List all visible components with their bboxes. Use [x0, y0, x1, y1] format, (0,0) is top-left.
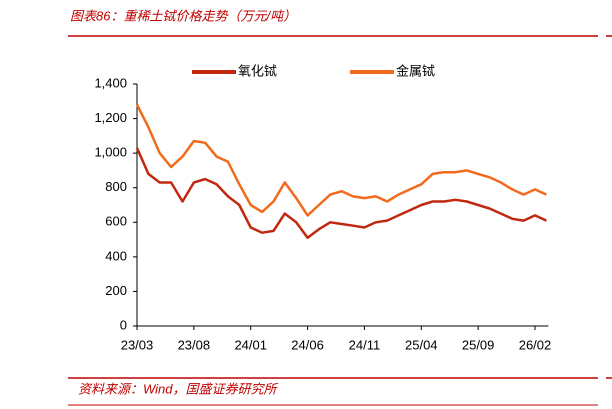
x-tick-label: 23/03	[121, 337, 154, 352]
y-tick-label: 800	[105, 179, 127, 194]
x-tick-label: 24/11	[349, 337, 381, 352]
legend-label: 金属铽	[396, 63, 435, 78]
y-tick-label: 400	[105, 248, 127, 263]
series-line	[135, 147, 547, 240]
x-tick-label: 24/01	[234, 337, 267, 352]
y-tick-label: 200	[105, 283, 127, 298]
x-tick-label: 25/04	[405, 337, 438, 352]
y-tick-label: 0	[120, 317, 127, 332]
x-tick-label: 23/08	[178, 337, 211, 352]
source-note: 资料来源：Wind，国盛证券研究所	[78, 381, 279, 396]
x-tick-label: 25/09	[462, 337, 495, 352]
chart-title: 图表86：重稀土铽价格走势（万元/吨）	[70, 8, 296, 23]
y-tick-label: 1,400	[94, 75, 127, 90]
y-tick-label: 600	[105, 214, 127, 229]
x-tick-label: 24/06	[291, 337, 324, 352]
series-line	[135, 104, 547, 217]
y-tick-label: 1,000	[94, 145, 127, 160]
y-tick-label: 1,200	[94, 110, 127, 125]
legend-label: 氧化铽	[238, 63, 277, 78]
x-tick-label: 26/02	[519, 337, 552, 352]
